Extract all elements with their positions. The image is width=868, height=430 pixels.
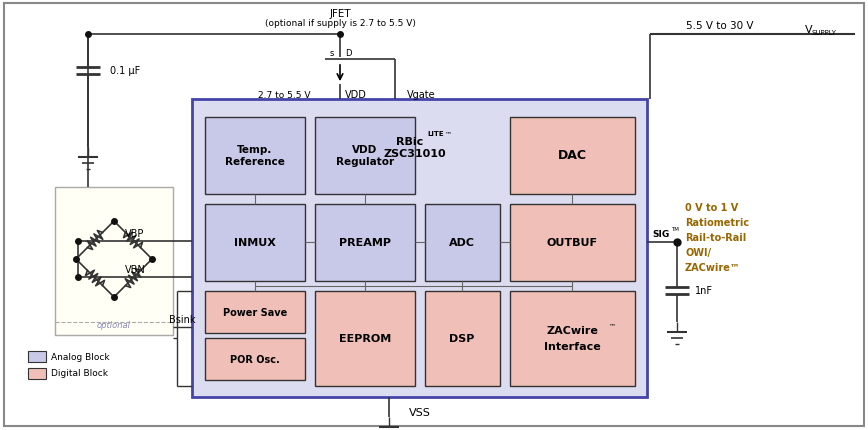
Text: PREAMP: PREAMP <box>339 237 391 247</box>
Bar <box>510 205 635 281</box>
Bar <box>28 368 46 379</box>
Bar <box>315 291 415 386</box>
Text: POR Osc.: POR Osc. <box>230 354 279 364</box>
Text: 0 V to 1 V: 0 V to 1 V <box>685 203 739 212</box>
Text: SIG: SIG <box>652 230 669 239</box>
Text: 5.5 V to 30 V: 5.5 V to 30 V <box>687 21 753 31</box>
Text: (optional if supply is 2.7 to 5.5 V): (optional if supply is 2.7 to 5.5 V) <box>265 19 416 28</box>
Text: VSS: VSS <box>409 407 431 417</box>
Bar <box>55 187 173 335</box>
Text: V: V <box>805 25 812 35</box>
Bar <box>205 338 305 380</box>
Text: LITE: LITE <box>427 131 444 137</box>
Text: VBN: VBN <box>125 264 145 274</box>
Text: EEPROM: EEPROM <box>339 333 391 343</box>
Text: VDD
Regulator: VDD Regulator <box>336 145 394 166</box>
Text: ZSC31010: ZSC31010 <box>384 149 446 159</box>
Bar <box>425 291 500 386</box>
Text: D: D <box>345 49 352 58</box>
Bar <box>205 118 305 194</box>
Text: Vgate: Vgate <box>407 90 436 100</box>
Text: OWI/: OWI/ <box>685 247 711 258</box>
Text: Analog Block: Analog Block <box>51 352 109 361</box>
Text: Rail-to-Rail: Rail-to-Rail <box>685 233 746 243</box>
Text: ZACwire: ZACwire <box>546 325 598 335</box>
Text: 1nF: 1nF <box>695 286 713 295</box>
Text: DSP: DSP <box>450 333 475 343</box>
Text: INMUX: INMUX <box>234 237 276 247</box>
Text: ™: ™ <box>445 131 452 137</box>
Text: ADC: ADC <box>449 237 475 247</box>
Text: ™: ™ <box>609 322 616 328</box>
Text: ZACwire™: ZACwire™ <box>685 262 740 272</box>
Text: Digital Block: Digital Block <box>51 369 108 378</box>
Text: JFET: JFET <box>329 9 351 19</box>
Text: Interface: Interface <box>543 341 601 351</box>
Bar <box>510 118 635 194</box>
Bar <box>510 291 635 386</box>
Text: 0.1 μF: 0.1 μF <box>110 66 141 76</box>
Text: VDD: VDD <box>345 90 367 100</box>
Text: OUTBUF: OUTBUF <box>547 237 597 247</box>
Text: s: s <box>330 49 334 58</box>
Bar <box>192 100 647 397</box>
Bar <box>205 205 305 281</box>
Text: Bsink: Bsink <box>168 314 195 324</box>
Text: VBP: VBP <box>125 228 145 239</box>
Text: DAC: DAC <box>557 149 587 162</box>
Bar <box>205 291 305 333</box>
Bar <box>28 351 46 362</box>
Text: TM: TM <box>671 227 679 232</box>
Text: SUPPLY: SUPPLY <box>812 30 837 36</box>
Text: Ratiometric: Ratiometric <box>685 218 749 227</box>
Text: Power Save: Power Save <box>223 307 287 317</box>
Bar <box>425 205 500 281</box>
Text: optional: optional <box>97 321 131 330</box>
Text: RBic: RBic <box>397 137 424 147</box>
Text: Temp.
Reference: Temp. Reference <box>225 145 285 166</box>
Bar <box>315 118 415 194</box>
Bar <box>315 205 415 281</box>
Text: 2.7 to 5.5 V: 2.7 to 5.5 V <box>258 90 310 99</box>
